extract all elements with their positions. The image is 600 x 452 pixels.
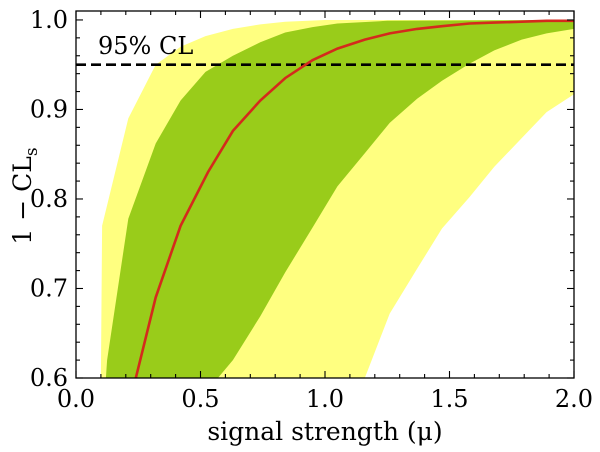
x-tick-label: 1.0 <box>306 385 344 413</box>
plot-area <box>76 19 574 378</box>
x-tick-label: 2.0 <box>555 385 593 413</box>
x-tick-label: 0.5 <box>181 385 219 413</box>
median-series-line <box>134 19 574 378</box>
x-tick-labels: 0.0 0.5 1.0 1.5 2.0 <box>57 385 593 413</box>
y-axis-label-main: 1 − CL <box>8 156 37 244</box>
x-tick-label: 0.0 <box>57 385 95 413</box>
one-sigma-band <box>105 20 574 378</box>
y-tick-label: 1.0 <box>30 6 68 34</box>
x-tick-label: 1.5 <box>430 385 468 413</box>
confidence-level-label: 95% CL <box>98 32 193 60</box>
y-tick-label: 0.9 <box>30 95 68 123</box>
y-tick-labels: 0.6 0.7 0.8 0.9 1.0 <box>30 6 68 392</box>
y-axis-label: 1 − CLs <box>8 147 42 244</box>
y-tick-label: 0.6 <box>30 364 68 392</box>
y-axis-label-subscript: s <box>22 147 42 156</box>
plot-frame <box>75 10 575 379</box>
y-tick-label: 0.8 <box>30 185 68 213</box>
x-axis-label: signal strength (μ) <box>207 417 442 446</box>
y-tick-label: 0.7 <box>30 274 68 302</box>
